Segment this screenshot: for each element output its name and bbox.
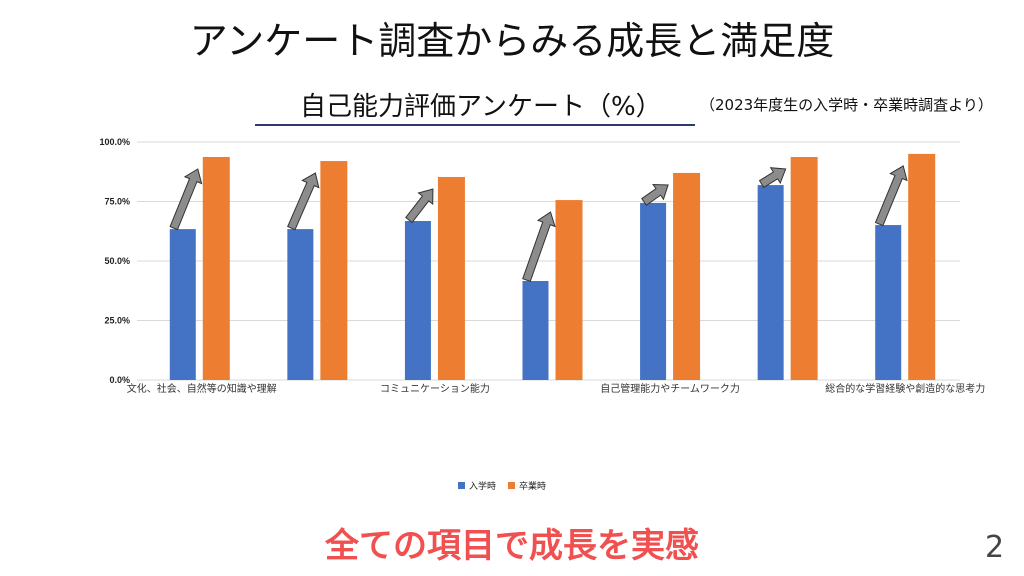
x-axis-label: 文化、社会、自然等の知識や理解 <box>127 382 277 395</box>
growth-arrow-icon <box>522 211 556 282</box>
growth-arrow-icon <box>169 168 203 231</box>
bar-卒業時 <box>320 161 348 380</box>
growth-arrow-icon <box>874 165 908 227</box>
chart-title: 自己能力評価アンケート（%） <box>300 92 662 122</box>
bar-入学時 <box>404 221 431 380</box>
bar-入学時 <box>522 280 549 380</box>
y-tick-label: 0.0% <box>109 375 130 385</box>
bar-卒業時 <box>202 156 230 380</box>
bar-入学時 <box>169 229 196 380</box>
y-tick-label: 75.0% <box>104 197 130 207</box>
bar-卒業時 <box>555 200 583 380</box>
bar-卒業時 <box>437 176 465 380</box>
slide-title: アンケート調査からみる成長と満足度 <box>189 19 835 63</box>
legend-label: 卒業時 <box>519 480 546 492</box>
legend-swatch <box>458 482 465 489</box>
legend-label: 入学時 <box>469 480 496 492</box>
x-axis-label: コミュニケーション能力 <box>380 382 490 395</box>
page-number: 2 <box>985 530 1005 565</box>
bar-卒業時 <box>790 156 818 380</box>
legend-swatch <box>508 482 515 489</box>
bar-卒業時 <box>673 172 701 380</box>
y-tick-label: 50.0% <box>104 256 130 266</box>
bar-入学時 <box>287 229 314 380</box>
growth-arrow-icon <box>758 167 787 189</box>
bar-入学時 <box>875 225 902 380</box>
y-tick-label: 100.0% <box>99 137 130 147</box>
title-underline <box>255 124 695 126</box>
growth-arrow-icon <box>641 183 669 206</box>
y-tick-label: 25.0% <box>104 316 130 326</box>
growth-arrow-icon <box>405 188 434 224</box>
x-axis-label: 総合的な学習経験や創造的な思考力 <box>825 382 985 395</box>
bar-入学時 <box>757 185 784 380</box>
growth-arrow-icon <box>287 172 320 231</box>
bar-入学時 <box>640 202 667 380</box>
conclusion-text: 全ての項目で成長を実感 <box>325 526 699 566</box>
x-axis-label: 自己管理能力やチームワーク力 <box>600 382 740 395</box>
bar-卒業時 <box>908 153 936 380</box>
chart-note: （2023年度生の入学時・卒業時調査より） <box>700 96 993 114</box>
